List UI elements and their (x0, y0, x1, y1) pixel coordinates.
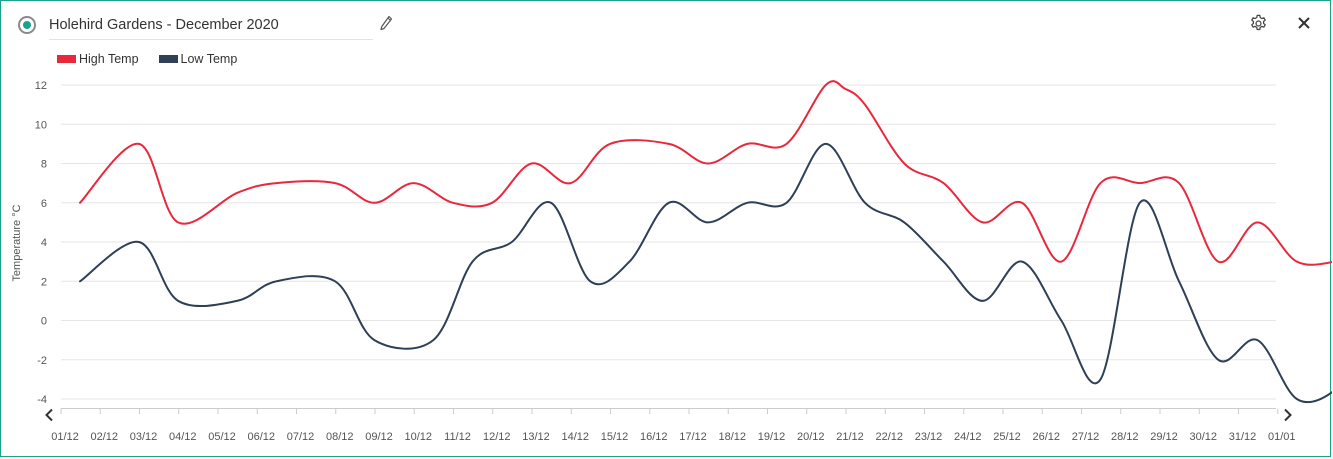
gear-icon[interactable] (1249, 14, 1268, 33)
legend-swatch-low (158, 55, 178, 63)
x-tick-label: 09/12 (365, 431, 393, 443)
x-tick-label: 30/12 (1189, 431, 1217, 443)
x-tick-label: 25/12 (993, 431, 1021, 443)
y-tick-label: 0 (41, 316, 47, 328)
x-tick-label: 14/12 (561, 431, 589, 443)
x-tick-label: 03/12 (130, 431, 158, 443)
x-tick-label: 29/12 (1150, 431, 1178, 443)
x-tick-label: 18/12 (718, 431, 746, 443)
y-tick-label: 10 (35, 119, 47, 131)
x-tick-label: 01/01 (1268, 431, 1296, 443)
close-icon[interactable] (1297, 16, 1311, 30)
x-tick-label: 01/12 (51, 431, 79, 443)
chart-legend: High Temp Low Temp (57, 51, 257, 67)
title-field[interactable]: Holehird Gardens - December 2020 (49, 14, 373, 40)
x-tick-label: 08/12 (326, 431, 354, 443)
x-tick-label: 23/12 (915, 431, 943, 443)
x-tick-label: 11/12 (444, 431, 471, 443)
legend-label-low: Low Temp (180, 52, 238, 66)
x-tick-label: 12/12 (483, 431, 511, 443)
x-tick-label: 28/12 (1111, 431, 1139, 443)
x-tick-label: 10/12 (404, 431, 432, 443)
x-tick-label: 07/12 (287, 431, 315, 443)
low-temp-line (79, 142, 1332, 404)
x-tick-label: 05/12 (208, 431, 236, 443)
chevron-left-icon[interactable] (44, 408, 54, 422)
y-tick-label: 2 (41, 276, 47, 288)
x-tick-label: 16/12 (640, 431, 668, 443)
y-tick-label: -4 (37, 394, 47, 406)
y-tick-label: 12 (35, 80, 47, 92)
legend-label-high: High Temp (79, 52, 139, 66)
x-tick-label: 06/12 (247, 431, 275, 443)
legend-swatch-high (57, 55, 76, 63)
y-tick-label: 4 (41, 237, 47, 249)
x-tick-label: 27/12 (1072, 431, 1100, 443)
y-tick-label: 6 (41, 198, 47, 210)
x-tick-label: 02/12 (90, 431, 118, 443)
x-tick-label: 17/12 (679, 431, 707, 443)
legend-item-low[interactable]: Low Temp (158, 52, 238, 66)
legend-item-high[interactable]: High Temp (57, 52, 139, 66)
chart-title: Holehird Gardens - December 2020 (49, 17, 279, 33)
x-tick-label: 20/12 (797, 431, 825, 443)
x-tick-label: 22/12 (875, 431, 903, 443)
chevron-right-icon[interactable] (1283, 408, 1293, 422)
x-tick-label: 19/12 (758, 431, 786, 443)
x-tick-label: 26/12 (1032, 431, 1060, 443)
x-tick-label: 04/12 (169, 431, 197, 443)
y-tick-label: -2 (37, 355, 47, 367)
x-tick-label: 21/12 (836, 431, 864, 443)
pencil-icon[interactable] (379, 15, 393, 31)
x-tick-label: 13/12 (522, 431, 550, 443)
y-axis-title: Temperature °C (11, 204, 23, 281)
x-tick-label: 24/12 (954, 431, 982, 443)
high-temp-line (79, 80, 1332, 266)
x-tick-label: 31/12 (1229, 431, 1257, 443)
x-tick-label: 15/12 (601, 431, 629, 443)
y-tick-label: 8 (41, 159, 47, 171)
radio-status-icon[interactable] (18, 16, 36, 34)
